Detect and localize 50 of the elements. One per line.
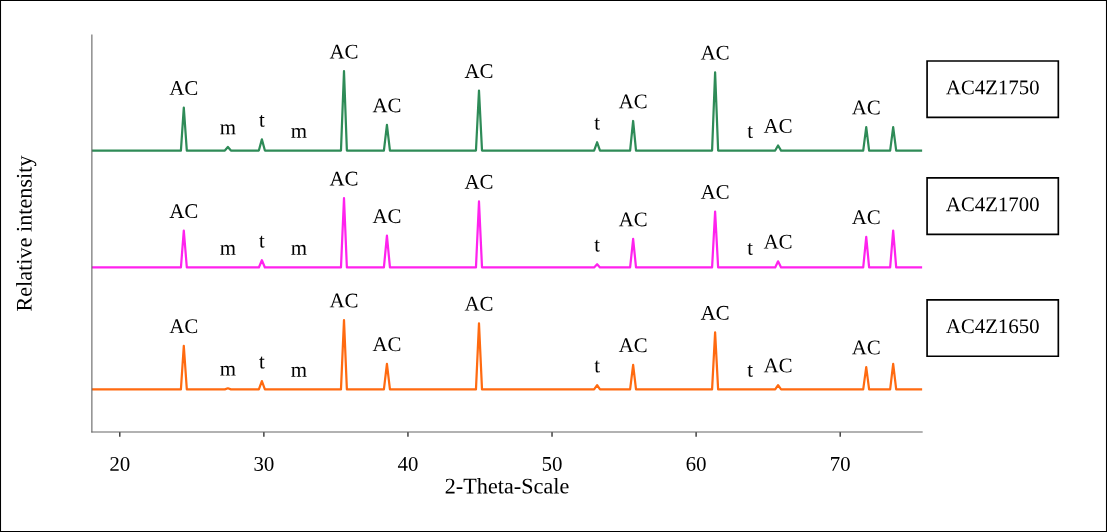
annotation: t: [259, 235, 265, 248]
annotation: AC: [700, 45, 729, 60]
annotation: t: [594, 360, 600, 373]
annotation: t: [259, 114, 265, 127]
text: AC4Z1750: [946, 80, 1039, 95]
annotation: AC: [464, 296, 493, 311]
text: AC4Z1650: [946, 319, 1039, 334]
annotation: AC: [700, 184, 729, 199]
annotation: AC: [700, 305, 729, 320]
annotation: AC: [618, 338, 647, 353]
x-tick-label: 70: [831, 456, 850, 471]
x-axis-title: 2-Theta-Scale: [445, 477, 569, 494]
annotation: AC: [372, 209, 401, 224]
text: AC4Z1700: [946, 197, 1039, 212]
annotation: m: [291, 244, 307, 255]
annotation: AC: [618, 212, 647, 227]
annotation: AC: [763, 234, 792, 249]
x-tick-label: 30: [254, 456, 274, 471]
annotation: AC: [372, 337, 401, 352]
annotation: AC: [618, 94, 647, 109]
annotation: AC: [169, 81, 198, 96]
annotation: AC: [851, 210, 880, 225]
annotation: AC: [329, 293, 358, 308]
annotation: t: [259, 356, 265, 369]
annotation: AC: [763, 358, 792, 373]
x-tick-label: 40: [397, 456, 418, 471]
annotation: AC: [169, 319, 198, 334]
x-tick-label: 20: [110, 456, 130, 471]
annotation: m: [291, 127, 307, 138]
annotation: t: [747, 126, 753, 138]
annotation: t: [747, 364, 753, 377]
annotation: t: [747, 242, 753, 255]
annotation: t: [594, 239, 600, 252]
annotation: AC: [169, 204, 198, 219]
x-tick-label: 50: [542, 456, 562, 471]
annotation: AC: [329, 171, 358, 186]
annotation: AC: [464, 174, 493, 189]
annotation: AC: [851, 100, 880, 115]
annotation: AC: [763, 118, 792, 133]
annotation: m: [291, 366, 307, 377]
annotation: AC: [372, 98, 401, 113]
annotation: AC: [851, 340, 880, 355]
annotation: m: [220, 244, 236, 255]
annotation: AC: [464, 64, 493, 79]
x-tick-label: 60: [686, 456, 706, 471]
annotation: m: [220, 124, 236, 135]
annotation: m: [220, 365, 236, 376]
y-axis-title: Relative intensity: [16, 155, 37, 311]
annotation: AC: [329, 44, 358, 59]
annotation: t: [594, 117, 600, 130]
